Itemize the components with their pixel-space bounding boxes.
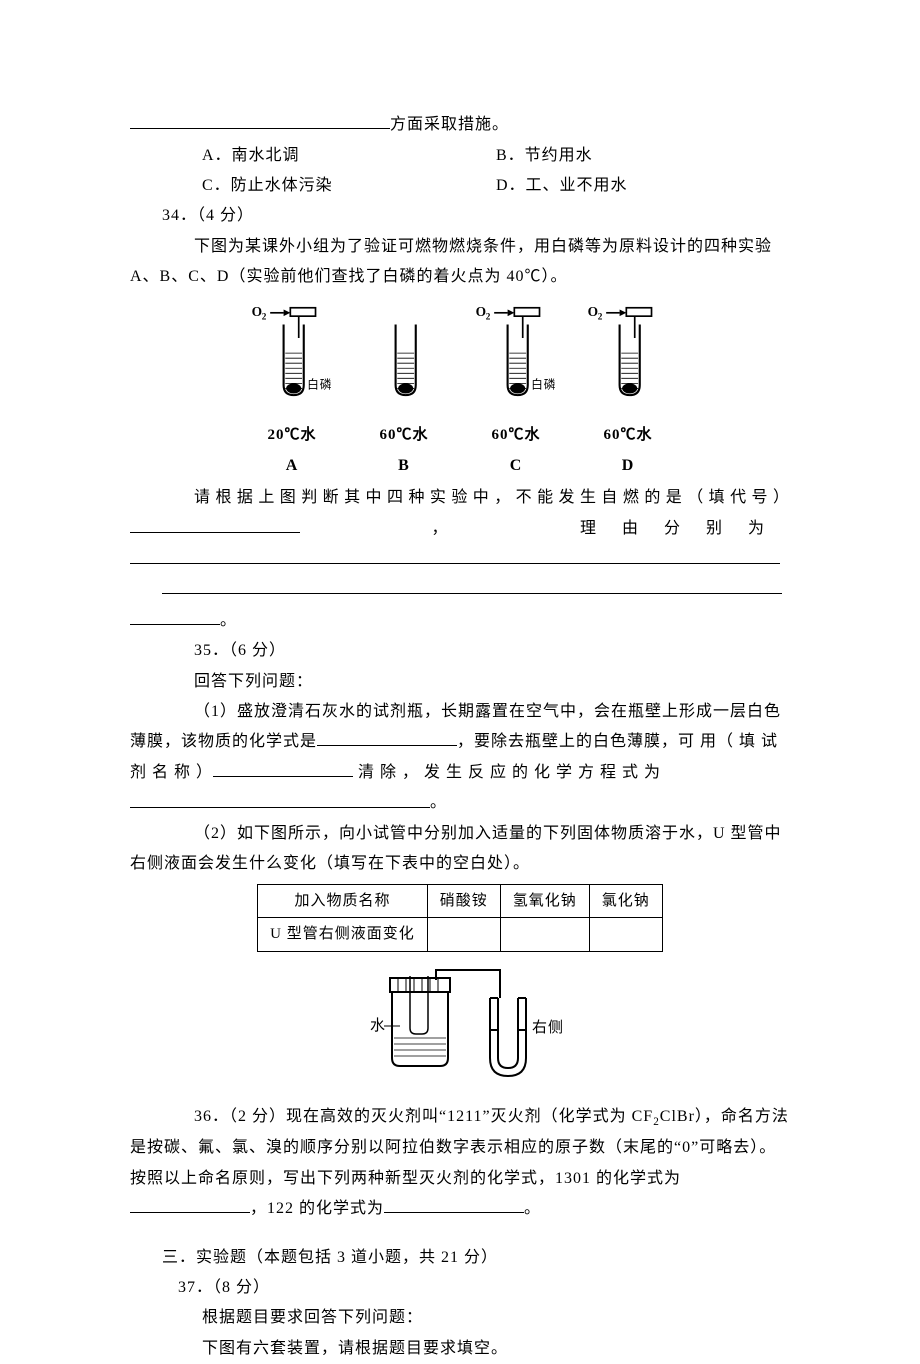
q35-p2: （2）如下图所示，向小试管中分别加入适量的下列固体物质溶于水，U 型管中右侧液面…	[130, 819, 790, 880]
q35-p1: （1）盛放澄清石灰水的试剂瓶，长期露置在空气中，会在瓶壁上形成一层白色薄膜，该物…	[130, 697, 790, 789]
q33-blank[interactable]	[130, 110, 390, 129]
q33-tail-line: 方面采取措施。	[130, 110, 790, 141]
q35-p1c: 清 除 ， 发 生 反 应 的 化 学 方 程 式 为	[353, 764, 661, 781]
q34-reason-label: 理由分别为	[580, 514, 790, 544]
t-r2c4[interactable]	[589, 918, 662, 952]
q37-line2: 下图有六套装置，请根据题目要求填空。	[130, 1334, 790, 1364]
t-r1c4: 氯化钠	[589, 884, 662, 918]
q36-h1: 36．（2 分）现在高效的灭火剂叫“1211”灭火剂（化学式为 CF	[194, 1108, 653, 1125]
q33-option-b[interactable]: B．节约用水	[496, 141, 790, 171]
q36-blank2[interactable]	[384, 1194, 524, 1213]
q34-intro: 下图为某课外小组为了验证可燃物燃烧条件，用白磷等为原料设计的四种实验 A、B、C…	[130, 232, 790, 293]
experiment-C: O2白磷60℃水C	[474, 299, 558, 482]
q34-blank-row1: ， 理由分别为	[130, 514, 790, 545]
q34-end: 。	[220, 612, 237, 629]
q36-mid: ，122 的化学式为	[250, 1200, 384, 1217]
q35-header: 35．（6 分）	[130, 636, 790, 666]
svg-text:2: 2	[486, 311, 491, 321]
temp-label-D: 60℃水	[603, 421, 652, 450]
q37-line1: 根据题目要求回答下列问题：	[130, 1303, 790, 1333]
t-r1c1: 加入物质名称	[258, 884, 428, 918]
exp-letter-C: C	[510, 451, 523, 481]
q34-blank-reason3[interactable]	[130, 606, 220, 625]
q34-sep: ，	[431, 514, 448, 544]
q35-blank-formula[interactable]	[317, 727, 457, 746]
t-r2c2[interactable]	[427, 918, 500, 952]
q33-option-c[interactable]: C．防止水体污染	[202, 171, 496, 201]
t-r1c2: 硝酸铵	[427, 884, 500, 918]
q37-header: 37．（8 分）	[130, 1273, 790, 1303]
q35-p1-end: 。	[430, 795, 447, 812]
q33-tail-text: 方面采取措施。	[390, 116, 509, 133]
svg-text:白磷: 白磷	[531, 377, 556, 391]
q35-blank-eqn[interactable]	[130, 788, 430, 807]
q36: 36．（2 分）现在高效的灭火剂叫“1211”灭火剂（化学式为 CF2ClBr）…	[130, 1102, 790, 1225]
svg-text:2: 2	[262, 311, 267, 321]
water-label: 水	[370, 1017, 386, 1034]
temp-label-A: 20℃水	[267, 421, 316, 450]
q35-table: 加入物质名称 硝酸铵 氢氧化钠 氯化钠 U 型管右侧液面变化	[257, 884, 663, 952]
experiment-B: 60℃水B	[362, 299, 446, 482]
t-r1c3: 氢氧化钠	[500, 884, 589, 918]
q35-p2-text: （2）如下图所示，向小试管中分别加入适量的下列固体物质溶于水，U 型管中右侧液面…	[130, 825, 782, 872]
exp-letter-A: A	[286, 451, 299, 481]
q35-apparatus: 水 右侧	[130, 958, 790, 1088]
q34-diagram: O2白磷20℃水A60℃水BO2白磷60℃水CO260℃水D	[130, 299, 790, 482]
q33-option-d[interactable]: D．工、业不用水	[496, 171, 790, 201]
svg-text:白磷: 白磷	[307, 377, 332, 391]
q36-end: 。	[524, 1200, 541, 1217]
q34-header: 34．（4 分）	[130, 201, 790, 231]
t-r2c3[interactable]	[500, 918, 589, 952]
q34-blank-reason2[interactable]	[162, 575, 782, 594]
experiment-A: O2白磷20℃水A	[250, 299, 334, 482]
right-label: 右侧	[532, 1019, 564, 1036]
t-r2c1: U 型管右侧液面变化	[258, 918, 428, 952]
q35-lead: 回答下列问题：	[130, 667, 790, 697]
q36-blank1[interactable]	[130, 1194, 250, 1213]
exp-letter-B: B	[398, 451, 410, 481]
q34-blank-code[interactable]	[130, 514, 300, 533]
temp-label-B: 60℃水	[379, 421, 428, 450]
experiment-D: O260℃水D	[586, 299, 670, 482]
q34-prompt-line1: 请根据上图判断其中四种实验中，不能发生自燃的是（填代号）	[130, 483, 790, 513]
section3-title: 三．实验题（本题包括 3 道小题，共 21 分）	[130, 1243, 790, 1273]
q34-blank-reason1[interactable]	[130, 544, 780, 563]
q35-blank-reagent[interactable]	[213, 758, 353, 777]
svg-text:2: 2	[598, 311, 603, 321]
q33-option-a[interactable]: A．南水北调	[202, 141, 496, 171]
temp-label-C: 60℃水	[491, 421, 540, 450]
exp-letter-D: D	[622, 451, 635, 481]
